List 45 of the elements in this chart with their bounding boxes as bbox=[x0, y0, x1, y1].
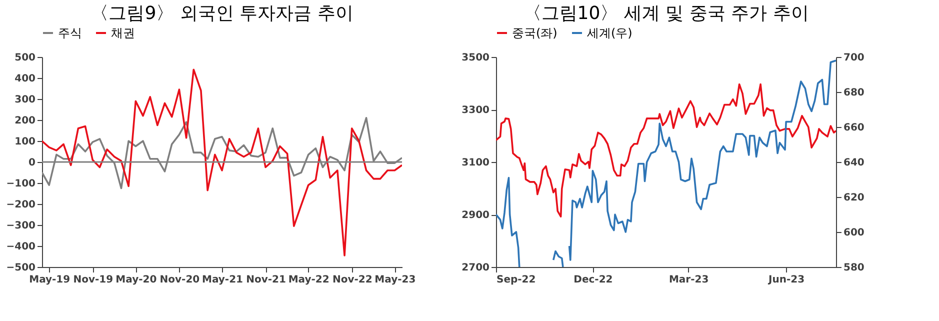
y-tick-label: 500 bbox=[14, 52, 36, 64]
chart-title: 〈그림9〉 외국인 투자자금 추이 bbox=[90, 3, 354, 24]
x-tick-label: Jun-23 bbox=[768, 274, 805, 286]
y-tick-label: 300 bbox=[14, 94, 36, 106]
y-tick-label: 3500 bbox=[462, 52, 490, 64]
line-series bbox=[496, 83, 836, 218]
y2-tick-label: 620 bbox=[844, 192, 864, 204]
y2-tick-label: 640 bbox=[844, 158, 864, 168]
x-tick-label: Nov-20 bbox=[160, 274, 200, 286]
x-tick-label: May-22 bbox=[288, 274, 330, 286]
y-tick-label: 2700 bbox=[462, 262, 490, 274]
x-tick-label: Nov-22 bbox=[332, 274, 372, 286]
y2-tick-label: 680 bbox=[844, 88, 864, 98]
x-tick-label: Nov-19 bbox=[73, 274, 114, 286]
y2-tick-label: 600 bbox=[844, 228, 864, 238]
y-tick-label: −500 bbox=[6, 262, 36, 274]
line-series bbox=[42, 117, 402, 190]
y-tick-label: −400 bbox=[6, 242, 36, 252]
y2-tick-label: 580 bbox=[844, 262, 864, 274]
legend-label: 중국(좌) bbox=[512, 26, 558, 40]
y-tick-label: 200 bbox=[14, 116, 36, 126]
legend-label: 채권 bbox=[111, 26, 135, 40]
x-tick-label: Dec-22 bbox=[574, 274, 613, 286]
y-tick-label: 400 bbox=[14, 74, 36, 84]
x-tick-label: May-21 bbox=[202, 274, 244, 286]
y2-tick-label: 660 bbox=[844, 122, 864, 134]
x-tick-label: Nov-21 bbox=[246, 274, 286, 286]
line-series bbox=[42, 68, 402, 256]
y-tick-label: 0 bbox=[28, 158, 36, 168]
y-tick-label: 3300 bbox=[462, 105, 490, 116]
x-tick-label: May-23 bbox=[374, 274, 416, 286]
y-tick-label: −200 bbox=[6, 200, 36, 210]
x-tick-label: Mar-23 bbox=[668, 274, 709, 286]
x-tick-label: Sep-22 bbox=[496, 274, 536, 286]
y2-tick-label: 700 bbox=[844, 52, 864, 64]
y-tick-label: 100 bbox=[14, 136, 36, 148]
x-tick-label: May-19 bbox=[29, 274, 70, 286]
chart-title: 〈그림10〉 세계 및 중국 주가 추이 bbox=[523, 3, 809, 24]
y-tick-label: −100 bbox=[6, 178, 36, 190]
y-tick-label: 3100 bbox=[462, 158, 490, 168]
legend-label: 세계(우) bbox=[587, 26, 632, 40]
legend-label: 주식 bbox=[58, 26, 82, 40]
y-tick-label: 2900 bbox=[462, 210, 490, 221]
y-tick-label: −300 bbox=[6, 220, 36, 232]
x-tick-label: May-20 bbox=[116, 274, 157, 286]
